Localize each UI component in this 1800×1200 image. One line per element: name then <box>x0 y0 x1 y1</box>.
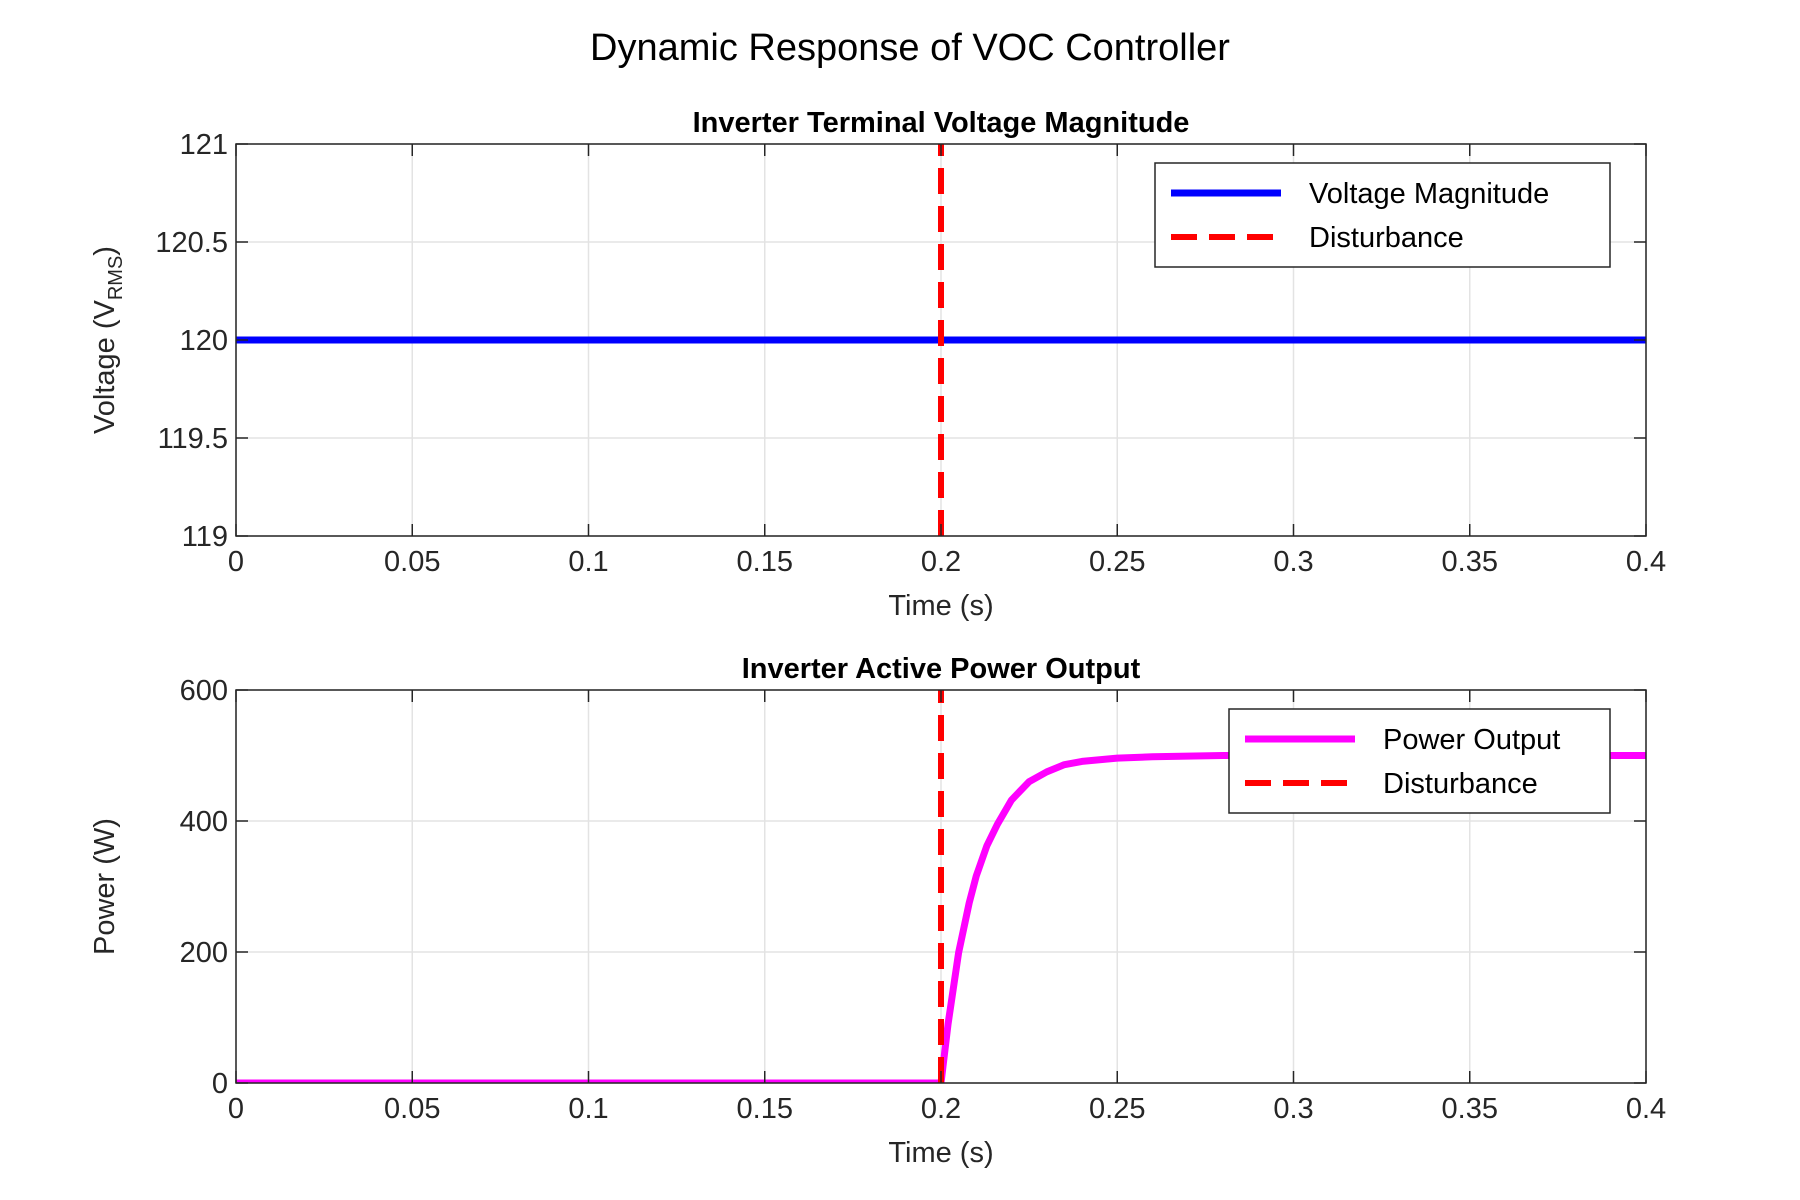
legend-box <box>1154 162 1611 268</box>
x-tick-label: 0.35 <box>1442 1093 1498 1125</box>
legend-entry: Disturbance <box>1383 768 1538 800</box>
x-tick-label: 0.1 <box>568 546 608 578</box>
y-axis-label: Voltage (VRMS) <box>89 246 127 434</box>
y-tick-label: 119 <box>182 521 228 553</box>
y-tick-label: 120.5 <box>155 227 228 259</box>
legend: Voltage Magnitude Disturbance <box>1154 162 1611 268</box>
y-tick-label: 400 <box>180 806 228 838</box>
y-tick-label: 200 <box>180 937 228 969</box>
x-tick-label: 0.2 <box>921 546 961 578</box>
y-tick-label: 119.5 <box>158 423 228 455</box>
x-tick-label: 0.15 <box>737 546 793 578</box>
x-tick-label: 0.3 <box>1273 1093 1313 1125</box>
subplot-2: 0 0.05 0.1 0.15 0.2 0.25 0.3 0.35 0.4 0 200 400 600 I… <box>89 653 1666 1169</box>
x-tick-label: 0 <box>228 546 244 578</box>
x-tick-label: 0.05 <box>384 1093 440 1125</box>
x-tick-label: 0.25 <box>1089 546 1145 578</box>
series-power-output <box>236 752 1646 1083</box>
legend-box <box>1228 708 1611 814</box>
x-tick-label: 0.35 <box>1442 546 1498 578</box>
x-tick-label: 0.1 <box>568 1093 608 1125</box>
legend: Power Output Disturbance <box>1228 708 1611 814</box>
y-tick-label: 600 <box>180 675 228 707</box>
y-tick-label: 120 <box>180 325 228 357</box>
figure-title: Dynamic Response of VOC Controller <box>590 27 1230 69</box>
legend-entry: Power Output <box>1383 724 1560 756</box>
x-tick-label: 0.3 <box>1273 546 1313 578</box>
axes-title: Inverter Active Power Output <box>742 653 1141 685</box>
x-axis-label: Time (s) <box>888 590 993 622</box>
legend-entry: Voltage Magnitude <box>1309 178 1549 210</box>
x-tick-label: 0.15 <box>737 1093 793 1125</box>
x-tick-label: 0.25 <box>1089 1093 1145 1125</box>
y-axis-label: Power (W) <box>89 818 121 955</box>
x-tick-label: 0.2 <box>921 1093 961 1125</box>
axes-title: Inverter Terminal Voltage Magnitude <box>693 107 1190 139</box>
subplot-1: 0 0.05 0.1 0.15 0.2 0.25 0.3 0.35 0.4 119 119.5 120… <box>89 107 1666 622</box>
series-group <box>236 144 1646 536</box>
series-group <box>236 690 1646 1083</box>
y-tick-label: 0 <box>212 1068 228 1100</box>
x-axis-label: Time (s) <box>888 1137 993 1169</box>
x-tick-label: 0.4 <box>1626 1093 1666 1125</box>
x-tick-label: 0 <box>228 1093 244 1125</box>
y-tick-label: 121 <box>180 129 228 161</box>
x-tick-label: 0.4 <box>1626 546 1666 578</box>
x-tick-label: 0.05 <box>384 546 440 578</box>
legend-entry: Disturbance <box>1309 222 1464 254</box>
